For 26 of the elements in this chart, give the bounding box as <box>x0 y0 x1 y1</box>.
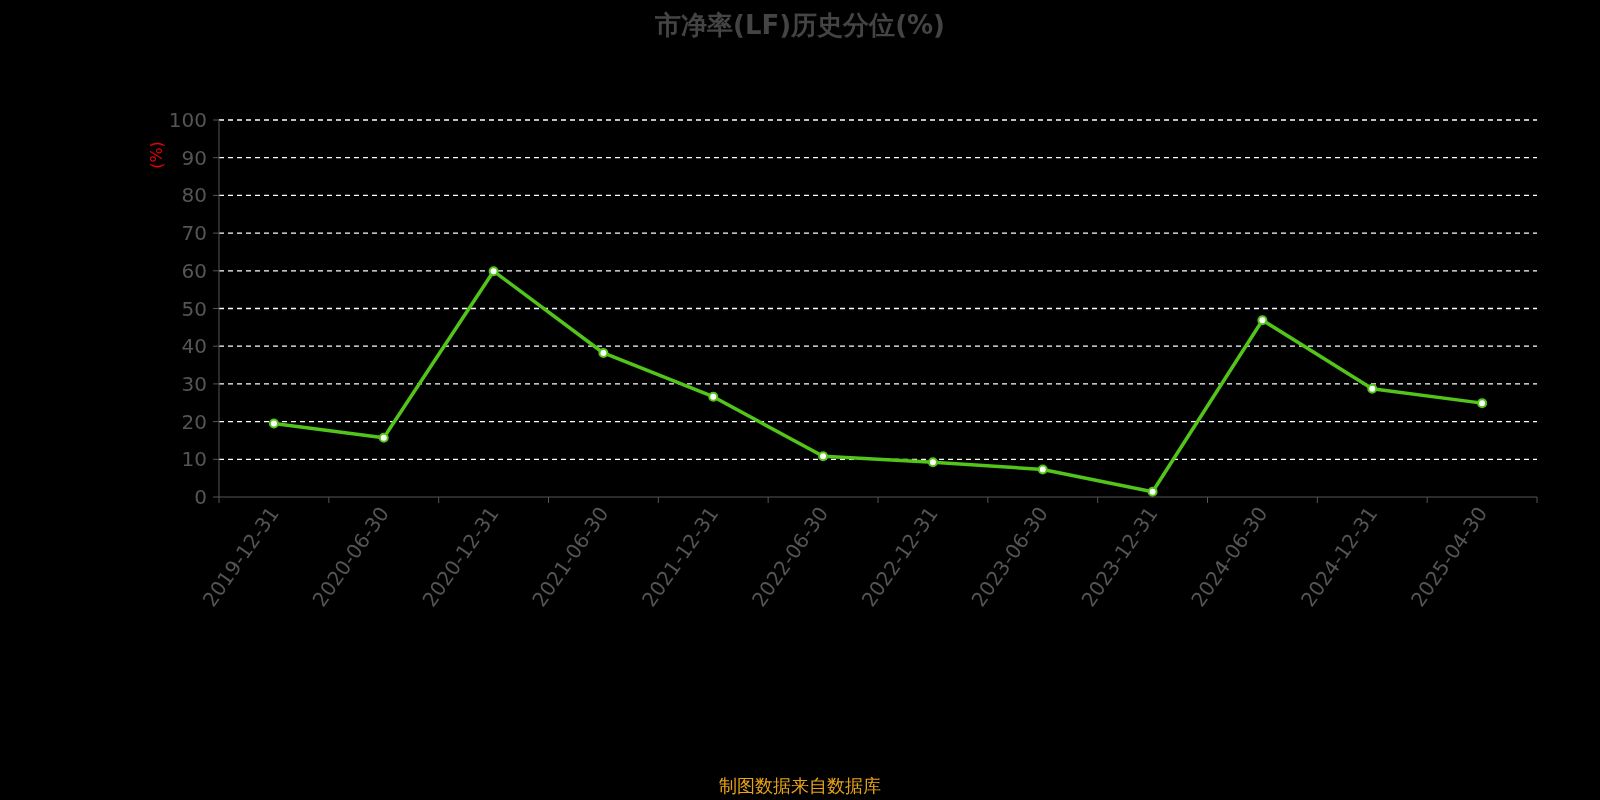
y-tick-label: 10 <box>181 447 207 472</box>
point <box>1477 398 1488 409</box>
y-tick-label: 90 <box>181 145 207 170</box>
y-tick-label: 60 <box>181 258 207 283</box>
point <box>818 451 829 462</box>
point <box>598 347 609 358</box>
text: 制图数据来自数据库 <box>719 775 881 796</box>
y-tick-label: 70 <box>181 221 207 246</box>
point <box>927 457 938 468</box>
point <box>1367 383 1378 394</box>
chart-title: 市净率(LF)历史分位(%) <box>654 10 945 40</box>
y-tick-label: 30 <box>181 371 207 396</box>
point <box>268 418 279 429</box>
point <box>1037 464 1048 475</box>
point <box>488 266 499 277</box>
y-axis-title: (%) <box>147 141 166 169</box>
point <box>1147 486 1158 497</box>
y-tick-label: 0 <box>194 485 207 509</box>
y-tick-label: 50 <box>181 296 207 321</box>
y-tick-label: 20 <box>181 409 207 434</box>
point <box>378 432 389 443</box>
y-tick-label: 40 <box>181 334 207 359</box>
y-tick-label: 100 <box>168 108 207 132</box>
point <box>1257 315 1268 326</box>
point <box>708 391 719 402</box>
y-tick-label: 80 <box>181 183 207 208</box>
